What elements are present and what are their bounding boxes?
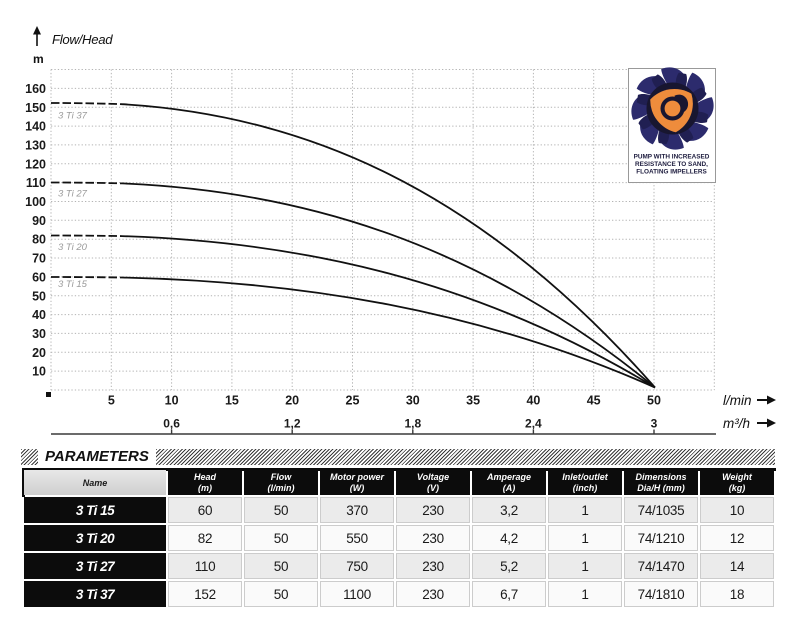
svg-text:20: 20 [285,394,299,408]
svg-text:3: 3 [651,417,658,431]
svg-text:50: 50 [647,394,661,408]
svg-text:10: 10 [165,394,179,408]
svg-text:15: 15 [225,394,239,408]
svg-text:30: 30 [406,394,420,408]
svg-text:FLOATING IMPELLERS: FLOATING IMPELLERS [636,169,707,176]
svg-text:l/min: l/min [723,393,752,408]
svg-text:0,6: 0,6 [163,417,180,431]
svg-text:90: 90 [32,214,46,228]
svg-text:70: 70 [32,252,46,266]
svg-text:60: 60 [32,270,46,284]
svg-text:150: 150 [25,101,46,115]
svg-text:20: 20 [32,346,46,360]
svg-text:2,4: 2,4 [525,417,542,431]
svg-text:140: 140 [25,120,46,134]
svg-text:25: 25 [346,394,360,408]
svg-text:35: 35 [466,394,480,408]
svg-text:Flow/Head: Flow/Head [52,32,113,47]
svg-text:3 Ti 27: 3 Ti 27 [58,189,88,200]
svg-text:5: 5 [108,394,115,408]
svg-text:m: m [33,52,44,66]
svg-text:10: 10 [32,365,46,379]
svg-text:RESISTANCE TO SAND,: RESISTANCE TO SAND, [635,161,708,168]
svg-text:50: 50 [32,289,46,303]
svg-text:PUMP WITH INCREASED: PUMP WITH INCREASED [634,154,710,161]
svg-text:100: 100 [25,195,46,209]
svg-text:40: 40 [32,308,46,322]
svg-text:3 Ti 15: 3 Ti 15 [58,279,88,290]
svg-text:3 Ti 37: 3 Ti 37 [58,111,88,122]
svg-text:1,8: 1,8 [404,417,421,431]
svg-text:80: 80 [32,233,46,247]
svg-text:120: 120 [25,157,46,171]
svg-text:40: 40 [526,394,540,408]
svg-text:130: 130 [25,138,46,152]
svg-text:30: 30 [32,327,46,341]
svg-text:3 Ti 20: 3 Ti 20 [58,242,88,253]
svg-text:45: 45 [587,394,601,408]
svg-text:m³/h: m³/h [723,416,750,431]
svg-text:1,2: 1,2 [284,417,301,431]
svg-text:160: 160 [25,82,46,96]
svg-text:110: 110 [26,176,46,190]
